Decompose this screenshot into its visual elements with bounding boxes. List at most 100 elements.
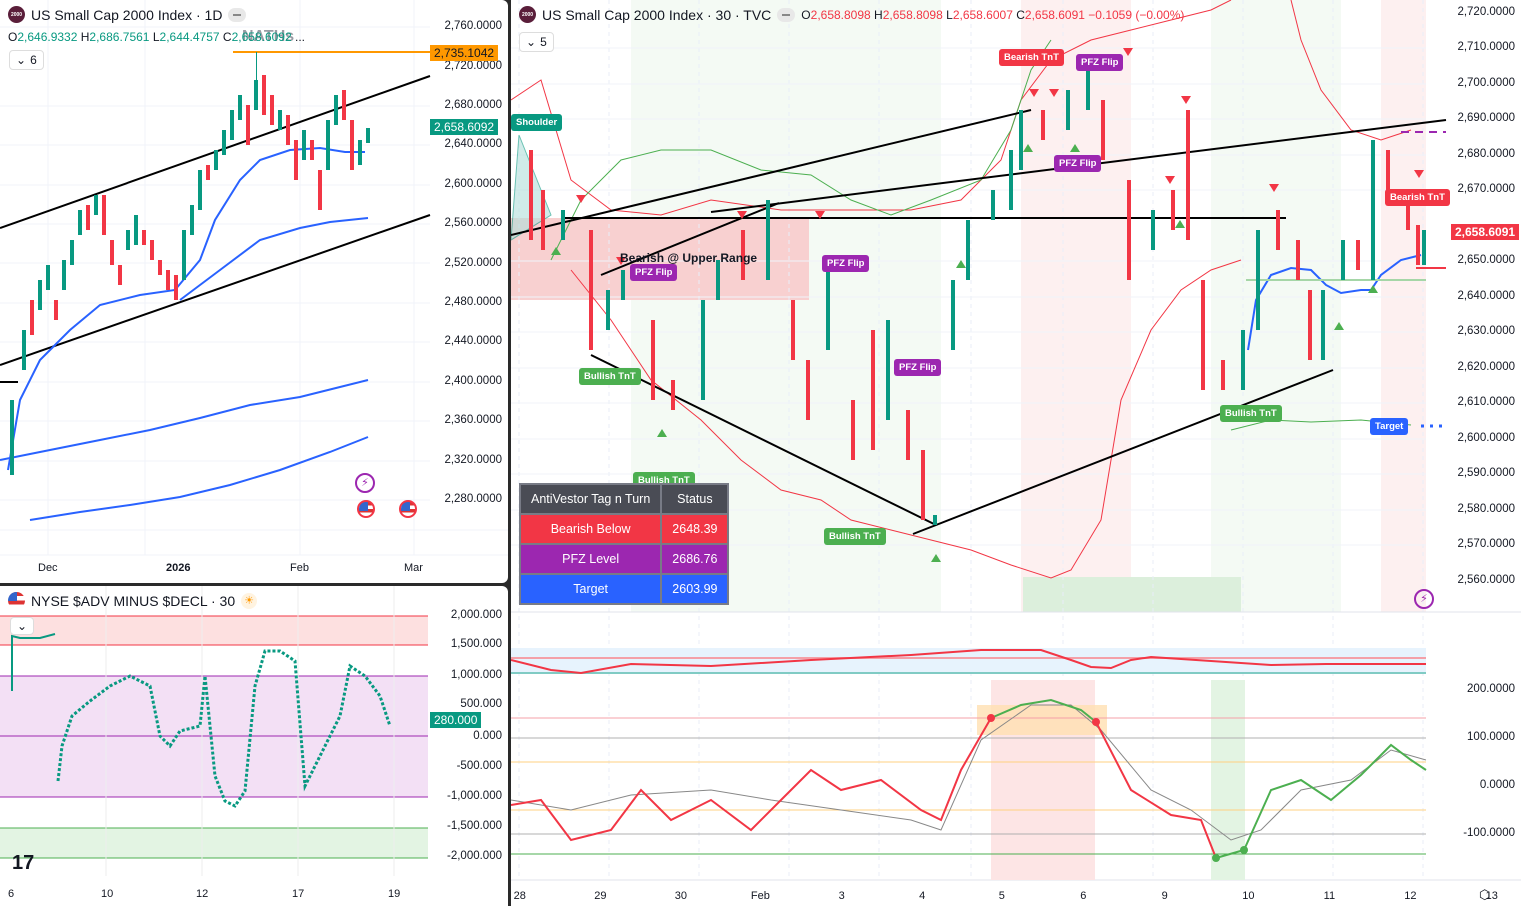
bullish-tnt-tag[interactable]: Bullish TnT xyxy=(579,368,641,385)
intraday-chart-canvas[interactable] xyxy=(511,0,1521,906)
indicators-collapse-button[interactable]: ⌄ xyxy=(10,617,35,635)
antivestor-status-table: AntiVestor Tag n Turn Status Bearish Belo… xyxy=(518,483,730,605)
adv-decl-title[interactable]: NYSE $ADV MINUS $DECL · 30 xyxy=(31,592,236,609)
lightning-alert-icon[interactable]: ⚡ xyxy=(355,473,375,493)
x-axis-label: 2026 xyxy=(166,562,191,574)
x-axis-label: Feb xyxy=(750,890,770,902)
pfz-flip-tag[interactable]: PFZ Flip xyxy=(630,264,678,281)
shoulder-tag[interactable]: Shoulder xyxy=(511,114,563,131)
eye-toggle-icon[interactable] xyxy=(228,7,247,22)
y-axis-label: 2,710.0000 xyxy=(1457,41,1515,53)
chevron-down-icon: ⌄ xyxy=(16,53,27,67)
bearish-upper-range-label: Bearish @ Upper Range xyxy=(620,251,758,265)
lightning-alert-icon[interactable]: ⚡ xyxy=(1414,589,1434,609)
y-axis-label: 2,610.0000 xyxy=(1457,396,1515,408)
y-axis-label: 2,640.0000 xyxy=(1457,290,1515,302)
y-axis-label: 2,520.0000 xyxy=(444,257,502,269)
x-axis-label: 12 xyxy=(196,888,209,900)
y-axis-label: 2,590.0000 xyxy=(1457,467,1515,479)
us-flag-icon xyxy=(8,592,25,609)
y-axis-label: 2,690.0000 xyxy=(1457,112,1515,124)
chart-settings-gear-icon[interactable]: ⬡ xyxy=(1479,887,1491,902)
adv-decl-canvas[interactable] xyxy=(0,586,508,906)
x-axis-label: 5 xyxy=(998,890,1005,902)
y-axis-label: 2,700.0000 xyxy=(1457,77,1515,89)
x-axis-label: Feb xyxy=(290,562,309,574)
x-axis-label: 3 xyxy=(838,890,845,902)
x-axis-label: 6 xyxy=(1080,890,1087,902)
status-table-header: Status xyxy=(660,483,730,515)
y-axis-label: 2,600.0000 xyxy=(1457,432,1515,444)
daily-chart-canvas[interactable] xyxy=(0,0,508,583)
x-axis-label: Mar xyxy=(404,562,423,574)
x-axis-label: 19 xyxy=(388,888,401,900)
bullish-tnt-tag[interactable]: Bullish TnT xyxy=(1220,405,1282,422)
y-axis-label: 0.000 xyxy=(473,730,502,742)
x-axis-label: 10 xyxy=(101,888,114,900)
osc-axis-label: -100.0000 xyxy=(1463,827,1515,839)
pfz-flip-tag[interactable]: PFZ Flip xyxy=(1054,155,1102,172)
eye-toggle-icon[interactable] xyxy=(777,7,796,22)
y-axis-label: -2,000.000 xyxy=(447,850,502,862)
last-price-tag: 2,658.6091 xyxy=(1451,224,1520,240)
intraday-legend[interactable]: 2000 US Small Cap 2000 Index · 30 · TVC … xyxy=(519,6,1184,23)
indicators-collapse-button[interactable]: ⌄ 5 xyxy=(519,32,554,52)
y-axis-label: 2,640.0000 xyxy=(444,138,502,150)
osc-axis-label: 200.0000 xyxy=(1467,683,1515,695)
y-axis-label: 2,650.0000 xyxy=(1457,254,1515,266)
y-axis-label: 2,440.0000 xyxy=(444,335,502,347)
daily-chart-legend[interactable]: 2000 US Small Cap 2000 Index · 1D xyxy=(8,6,247,23)
indicators-collapse-button[interactable]: ⌄ 6 xyxy=(9,50,44,70)
last-value-tag: 280.000 xyxy=(430,712,482,728)
intraday-chart-title[interactable]: US Small Cap 2000 Index · 30 · TVC xyxy=(542,6,772,23)
x-axis-label: 29 xyxy=(594,890,607,902)
economic-event-flag-icon[interactable] xyxy=(357,500,375,518)
daily-chart-title[interactable]: US Small Cap 2000 Index · 1D xyxy=(31,6,223,23)
y-axis-label: 2,280.0000 xyxy=(444,493,502,505)
y-axis-label: 2,680.0000 xyxy=(444,99,502,111)
x-axis-label: Dec xyxy=(38,562,58,574)
symbol-logo-icon: 2000 xyxy=(519,6,536,23)
pfz-level-value: 2686.76 xyxy=(660,543,730,575)
tradingview-logo-icon[interactable]: 17 xyxy=(12,852,35,874)
y-axis-label: 2,670.0000 xyxy=(1457,183,1515,195)
bearish-tnt-tag[interactable]: Bearish TnT xyxy=(999,49,1064,66)
y-axis-label: -1,500.000 xyxy=(447,820,502,832)
adv-decl-chart-pane[interactable]: NYSE $ADV MINUS $DECL · 30 ☀ ⌄ 2,000.000… xyxy=(0,586,508,906)
y-axis-label: -500.000 xyxy=(456,760,502,772)
intraday-chart-pane[interactable]: 2000 US Small Cap 2000 Index · 30 · TVC … xyxy=(511,0,1521,906)
y-axis-label: 2,360.0000 xyxy=(444,414,502,426)
y-axis-label: 2,480.0000 xyxy=(444,296,502,308)
pfz-flip-tag[interactable]: PFZ Flip xyxy=(1076,54,1124,71)
x-axis-label: 28 xyxy=(513,890,526,902)
adv-decl-legend[interactable]: NYSE $ADV MINUS $DECL · 30 ☀ xyxy=(8,592,258,609)
x-axis-label: 9 xyxy=(1161,890,1168,902)
osc-axis-label: 0.0000 xyxy=(1479,779,1515,791)
y-axis-label: 1,000.000 xyxy=(450,669,502,681)
x-axis-label: 11 xyxy=(1323,890,1336,902)
symbol-logo-icon: 2000 xyxy=(8,6,25,23)
pfz-flip-tag[interactable]: PFZ Flip xyxy=(822,255,870,272)
bearish-below-value: 2648.39 xyxy=(660,513,730,545)
osc-axis-label: 100.0000 xyxy=(1467,731,1515,743)
market-hours-sun-icon[interactable]: ☀ xyxy=(241,592,258,609)
bearish-tnt-tag[interactable]: Bearish TnT xyxy=(1385,189,1450,206)
y-axis-label: 2,570.0000 xyxy=(1457,538,1515,550)
y-axis-label: 2,760.0000 xyxy=(444,20,502,32)
x-axis-label: 30 xyxy=(674,890,688,902)
y-axis-label: 500.000 xyxy=(460,698,502,710)
bullish-tnt-tag[interactable]: Bullish TnT xyxy=(824,528,886,545)
daily-chart-pane[interactable]: 2000 US Small Cap 2000 Index · 1D O2,646… xyxy=(0,0,508,583)
daily-candles xyxy=(10,52,370,475)
x-axis-label: 4 xyxy=(919,890,926,902)
pfz-flip-tag[interactable]: PFZ Flip xyxy=(894,359,942,376)
chevron-down-icon: ⌄ xyxy=(17,619,28,633)
y-axis-label: 2,560.0000 xyxy=(1457,574,1515,586)
y-axis-label: 2,630.0000 xyxy=(1457,325,1515,337)
target-tag[interactable]: Target xyxy=(1370,418,1409,435)
y-axis-label: 2,620.0000 xyxy=(1457,361,1515,373)
last-price-tag: 2,658.6092 xyxy=(430,119,499,135)
y-axis-label: 2,680.0000 xyxy=(1457,148,1515,160)
economic-event-flag-icon[interactable] xyxy=(399,500,417,518)
x-axis-label: 13 xyxy=(1485,890,1498,902)
